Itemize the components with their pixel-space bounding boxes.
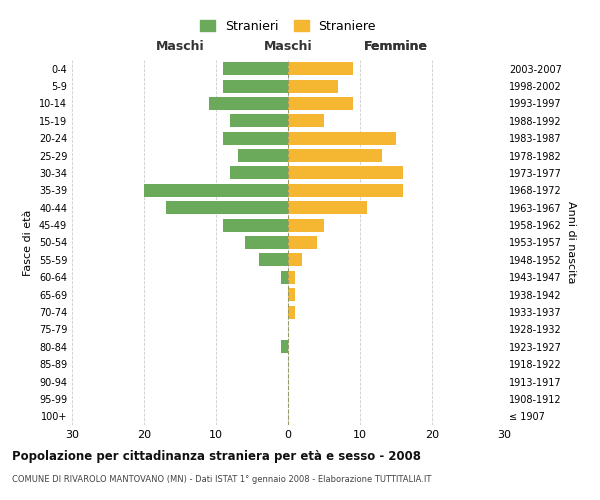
Bar <box>223 80 288 92</box>
Bar <box>209 97 288 110</box>
Bar <box>288 132 396 144</box>
Bar <box>281 270 288 284</box>
Bar <box>288 236 317 249</box>
Bar <box>288 201 367 214</box>
Y-axis label: Fasce di età: Fasce di età <box>23 210 33 276</box>
Text: Femmine: Femmine <box>364 40 428 52</box>
Bar <box>223 218 288 232</box>
Bar <box>288 288 295 301</box>
Bar <box>288 306 295 318</box>
Bar <box>230 114 288 128</box>
Bar <box>288 97 353 110</box>
Bar <box>166 201 288 214</box>
Bar <box>230 166 288 179</box>
Bar <box>288 184 403 197</box>
Bar <box>245 236 288 249</box>
Bar <box>281 340 288 353</box>
Bar <box>223 62 288 75</box>
Text: Femmine: Femmine <box>364 40 428 52</box>
Bar <box>288 149 382 162</box>
Text: Maschi: Maschi <box>155 40 205 52</box>
Bar <box>288 80 338 92</box>
Bar <box>238 149 288 162</box>
Legend: Stranieri, Straniere: Stranieri, Straniere <box>195 15 381 38</box>
Bar <box>288 62 353 75</box>
Bar <box>288 254 302 266</box>
Bar <box>288 166 403 179</box>
Bar <box>288 218 324 232</box>
Text: Maschi: Maschi <box>263 40 313 52</box>
Text: Popolazione per cittadinanza straniera per età e sesso - 2008: Popolazione per cittadinanza straniera p… <box>12 450 421 463</box>
Bar <box>259 254 288 266</box>
Y-axis label: Anni di nascita: Anni di nascita <box>566 201 575 284</box>
Bar <box>144 184 288 197</box>
Bar <box>288 270 295 284</box>
Bar <box>288 114 324 128</box>
Text: COMUNE DI RIVAROLO MANTOVANO (MN) - Dati ISTAT 1° gennaio 2008 - Elaborazione TU: COMUNE DI RIVAROLO MANTOVANO (MN) - Dati… <box>12 475 431 484</box>
Bar <box>223 132 288 144</box>
